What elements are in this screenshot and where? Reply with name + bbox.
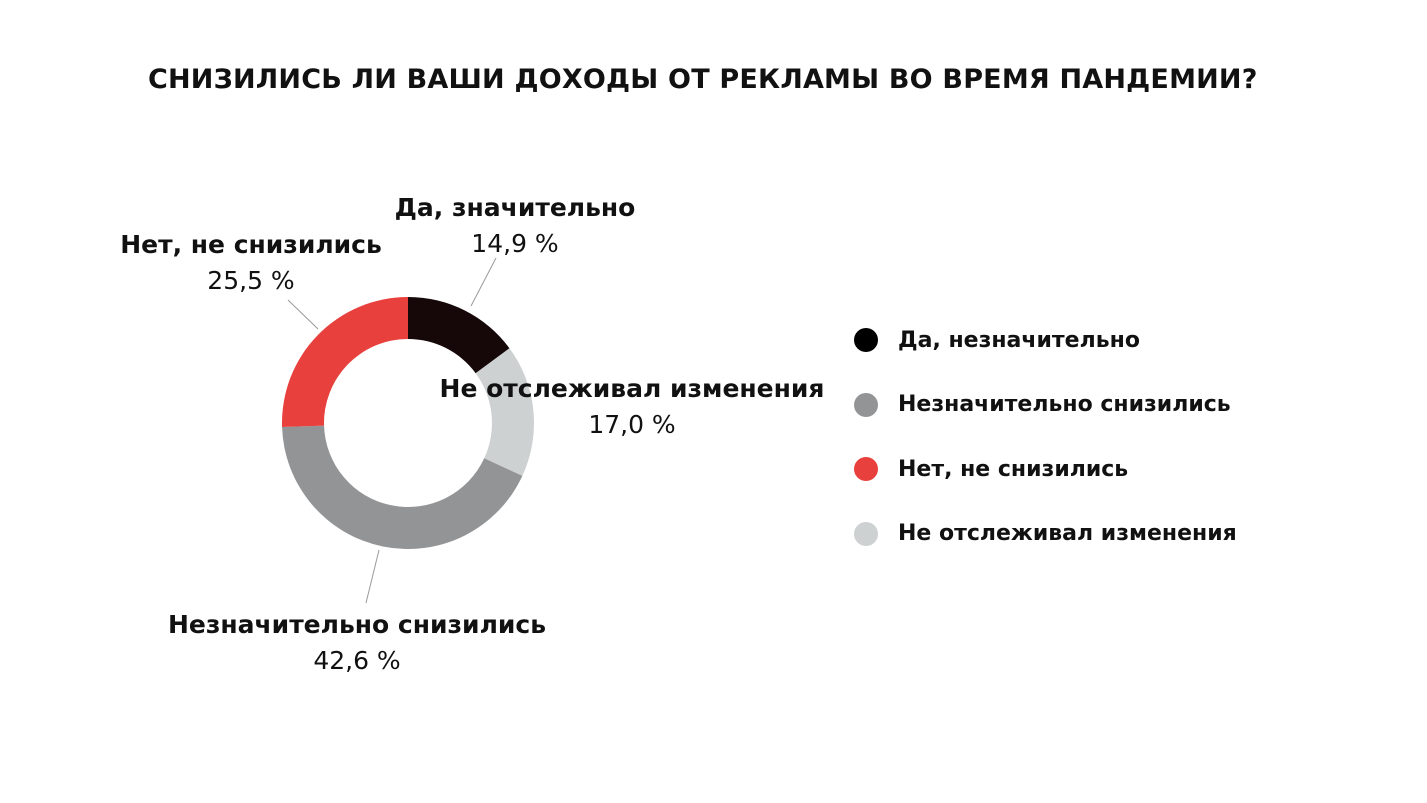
- leader-line: [287, 299, 319, 330]
- legend-swatch: [854, 521, 878, 546]
- label-slice-4: Нет, не снизились 25,5 %: [120, 227, 382, 299]
- label-slice-2: Не отслеживал изменения 17,0 %: [440, 371, 825, 443]
- legend-swatch: [854, 457, 878, 482]
- legend-swatch: [854, 392, 878, 417]
- legend-item: Да, незначительно: [854, 308, 1237, 373]
- label-slice-1: Да, значительно 14,9 %: [395, 190, 636, 262]
- donut-slice-3: [282, 425, 523, 550]
- legend-label: Не отслеживал изменения: [898, 521, 1237, 547]
- label-slice-2-value: 17,0 %: [588, 410, 676, 439]
- legend-label: Нет, не снизились: [898, 456, 1129, 482]
- donut-slice-4: [282, 297, 408, 427]
- legend: Да, незначительно Незначительно снизилис…: [854, 308, 1237, 566]
- legend-label: Незначительно снизились: [898, 392, 1231, 418]
- label-slice-3: Незначительно снизились 42,6 %: [168, 607, 546, 679]
- chart-title: СНИЗИЛИСЬ ЛИ ВАШИ ДОХОДЫ ОТ РЕКЛАМЫ ВО В…: [148, 64, 1258, 95]
- label-slice-2-name: Не отслеживал изменения: [439, 374, 825, 403]
- leader-line: [365, 549, 380, 604]
- legend-swatch: [854, 328, 878, 353]
- legend-label: Да, незначительно: [898, 327, 1140, 353]
- label-slice-1-name: Да, значительно: [394, 193, 636, 222]
- label-slice-1-value: 14,9 %: [471, 229, 559, 258]
- label-slice-3-name: Незначительно снизились: [167, 610, 547, 639]
- legend-item: Нет, не снизились: [854, 437, 1237, 502]
- donut-slice-1: [408, 297, 510, 374]
- donut-slice-2: [475, 348, 534, 476]
- legend-item: Незначительно снизились: [854, 373, 1237, 438]
- legend-item: Не отслеживал изменения: [854, 502, 1237, 567]
- label-slice-4-value: 25,5 %: [207, 266, 295, 295]
- label-slice-3-value: 42,6 %: [313, 646, 401, 675]
- label-slice-4-name: Нет, не снизились: [120, 230, 382, 259]
- leader-line: [470, 257, 497, 307]
